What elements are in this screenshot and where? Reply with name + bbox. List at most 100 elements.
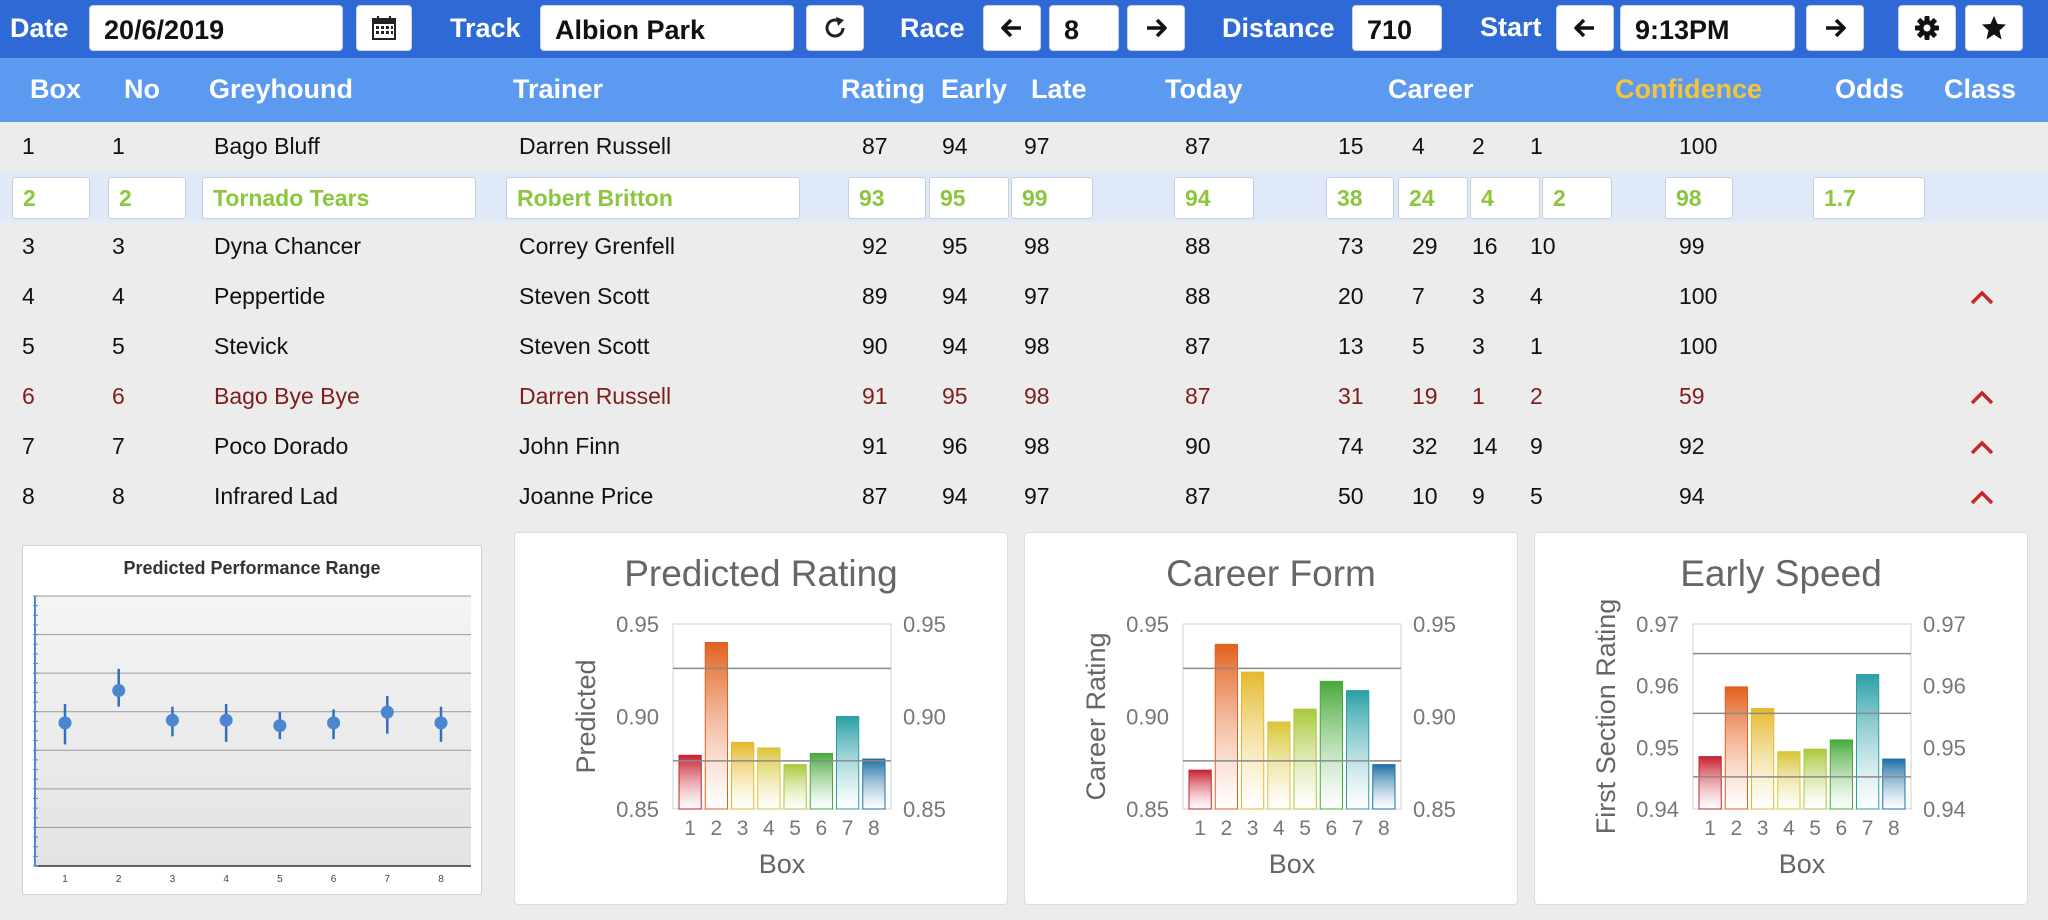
confidence-cell[interactable]: 98 xyxy=(1665,177,1733,219)
start-label: Start xyxy=(1480,12,1542,42)
no-cell: 4 xyxy=(112,283,125,309)
box-cell[interactable]: 2 xyxy=(12,177,90,219)
late-cell: 97 xyxy=(1024,283,1050,309)
greyhound-cell: Bago Bye Bye xyxy=(214,383,360,409)
career-thirds-cell[interactable]: 2 xyxy=(1542,177,1612,219)
table-row[interactable]: 6 6 Bago Bye Bye Darren Russell 91 95 98 87 31 19… xyxy=(0,372,2048,422)
y-tick-label-right: 0.95 xyxy=(903,612,946,637)
today-cell[interactable]: 94 xyxy=(1174,177,1254,219)
table-row[interactable]: 5 5 Stevick Steven Scott 90 94 98 87 13 5 3 1 100 xyxy=(0,322,2048,372)
col-odds[interactable]: Odds xyxy=(1835,74,1905,104)
odds-cell[interactable]: 1.7 xyxy=(1813,177,1925,219)
col-trainer[interactable]: Trainer xyxy=(513,74,604,104)
bar xyxy=(731,741,755,810)
col-class[interactable]: Class xyxy=(1944,74,2017,104)
x-tick-label: 2 xyxy=(1221,817,1233,840)
late-cell: 98 xyxy=(1024,433,1050,459)
chevron-up-icon[interactable] xyxy=(1967,286,1997,308)
table-row[interactable]: 2 2 Tornado Tears Robert Britton 93 95 99 94 38 2… xyxy=(0,172,2048,222)
race-input[interactable]: 8 xyxy=(1049,5,1119,51)
early-cell[interactable]: 95 xyxy=(929,177,1009,219)
y-tick-label: 0.96 xyxy=(1636,674,1679,699)
career-form-panel: Career Form 0.95 0.95 0.90 0.90 0.85 0.85 1 2 3 4… xyxy=(1024,532,1518,905)
career-seconds-cell[interactable]: 4 xyxy=(1470,177,1540,219)
bar xyxy=(1724,686,1748,810)
col-late[interactable]: Late xyxy=(1031,74,1087,104)
trainer-cell: Correy Grenfell xyxy=(519,233,675,259)
career-wins-cell: 5 xyxy=(1412,333,1425,359)
y-tick-label: 0.85 xyxy=(616,797,659,822)
box-cell: 6 xyxy=(22,383,35,409)
table-row[interactable]: 4 4 Peppertide Steven Scott 89 94 97 88 20 7 3 4 100 xyxy=(0,272,2048,322)
chevron-up-icon[interactable] xyxy=(1967,386,1997,408)
col-confidence[interactable]: Confidence xyxy=(1615,74,1763,104)
x-tick-label: 4 xyxy=(1273,817,1285,840)
col-greyhound[interactable]: Greyhound xyxy=(209,74,354,104)
distance-label: Distance xyxy=(1222,13,1335,43)
greyhound-cell[interactable]: Tornado Tears xyxy=(202,177,476,219)
table-row[interactable]: 7 7 Poco Dorado John Finn 91 96 98 90 74 32 14 9 92 xyxy=(0,422,2048,472)
table-row[interactable]: 8 8 Infrared Lad Joanne Price 87 94 97 87 50 10 9 5… xyxy=(0,472,2048,522)
career-thirds-cell: 1 xyxy=(1530,133,1543,159)
x-tick-label: 2 xyxy=(1731,817,1743,840)
rating-cell[interactable]: 93 xyxy=(848,177,926,219)
x-tick-label: 8 xyxy=(1378,817,1390,840)
track-input[interactable]: Albion Park xyxy=(540,5,794,51)
career-wins-cell: 32 xyxy=(1412,433,1438,459)
late-cell[interactable]: 99 xyxy=(1011,177,1093,219)
late-cell: 97 xyxy=(1024,133,1050,159)
early-cell: 94 xyxy=(942,283,968,309)
table-row[interactable]: 3 3 Dyna Chancer Correy Grenfell 92 95 98 88 73 2… xyxy=(0,222,2048,272)
col-career[interactable]: Career xyxy=(1388,74,1474,104)
chevron-up-icon[interactable] xyxy=(1967,436,1997,458)
col-no[interactable]: No xyxy=(124,74,160,104)
career-wins-cell: 29 xyxy=(1412,233,1438,259)
col-box[interactable]: Box xyxy=(30,74,82,104)
col-today[interactable]: Today xyxy=(1165,74,1243,104)
career-wins-cell[interactable]: 24 xyxy=(1398,177,1468,219)
greyhound-cell: Peppertide xyxy=(214,283,326,309)
start-next-button[interactable] xyxy=(1806,5,1864,51)
y-axis-label: First Section Rating xyxy=(1591,599,1621,835)
y-tick-label: 0.97 xyxy=(1636,612,1679,637)
career-wins-cell: 7 xyxy=(1412,283,1425,309)
race-label: Race xyxy=(900,13,965,43)
career-wins-cell: 19 xyxy=(1412,383,1438,409)
arrow-left-icon xyxy=(1574,18,1594,38)
today-cell: 88 xyxy=(1185,283,1211,309)
bar xyxy=(1751,707,1775,810)
table-row[interactable]: 1 1 Bago Bluff Darren Russell 87 94 97 87 15 4 2 1 1… xyxy=(0,122,2048,172)
x-tick-label: 8 xyxy=(1888,817,1900,840)
no-cell[interactable]: 2 xyxy=(108,177,186,219)
start-prev-button[interactable] xyxy=(1556,5,1614,51)
refresh-button[interactable] xyxy=(806,5,864,51)
trainer-cell[interactable]: Robert Britton xyxy=(506,177,800,219)
refresh-icon xyxy=(825,17,845,38)
race-next-button[interactable] xyxy=(1127,5,1185,51)
career-starts-cell: 15 xyxy=(1338,133,1364,159)
chevron-up-icon[interactable] xyxy=(1967,486,1997,508)
favorite-button[interactable] xyxy=(1965,5,2023,51)
x-tick-label: 2 xyxy=(711,817,723,840)
settings-button[interactable] xyxy=(1898,5,1956,51)
early-speed-chart: 0.97 0.97 0.96 0.96 0.95 0.95 0.94 0.94 1 2 3 4 5 6 7 8… xyxy=(1591,599,1966,879)
predicted-rating-chart: 0.95 0.95 0.90 0.90 0.85 0.85 1 2 3 4 5 6 7 8 Box Predi… xyxy=(571,612,946,879)
race-prev-button[interactable] xyxy=(983,5,1041,51)
x-tick-label: 6 xyxy=(1836,817,1848,840)
career-starts-cell[interactable]: 38 xyxy=(1326,177,1394,219)
col-rating[interactable]: Rating xyxy=(841,74,925,104)
data-point xyxy=(380,705,394,719)
y-tick-label: 0.90 xyxy=(616,705,659,730)
career-seconds-cell: 14 xyxy=(1472,433,1498,459)
date-input[interactable]: 20/6/2019 xyxy=(89,5,343,51)
y-tick-label-right: 0.90 xyxy=(1413,705,1456,730)
late-cell: 98 xyxy=(1024,233,1050,259)
performance-range-chart: 1 2 3 4 5 6 7 8 xyxy=(33,595,471,885)
col-early[interactable]: Early xyxy=(941,74,1008,104)
trainer-cell: John Finn xyxy=(519,433,621,459)
bar xyxy=(1856,674,1880,810)
start-input[interactable]: 9:13PM xyxy=(1620,5,1795,51)
calendar-button[interactable] xyxy=(356,5,412,51)
distance-input[interactable]: 710 xyxy=(1352,5,1442,51)
predicted-rating-panel: Predicted Rating 0.95 0.95 0.90 0.90 0.85 0.8… xyxy=(514,532,1008,905)
